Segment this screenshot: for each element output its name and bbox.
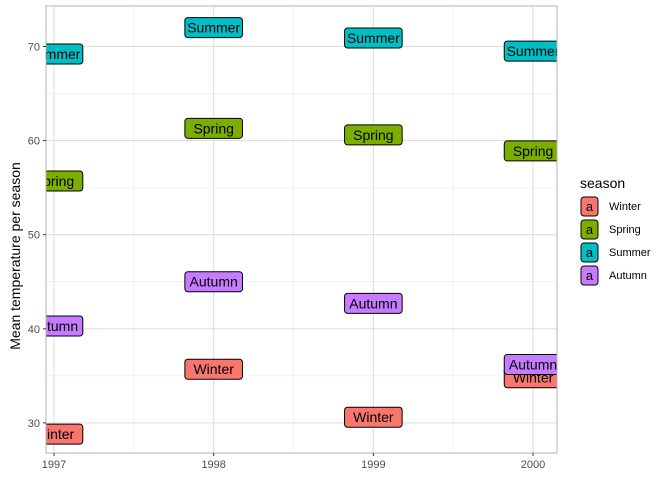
legend-key [580,196,599,217]
plot-panel-border [45,5,558,454]
data-label-autumn: Autumn [344,292,403,314]
legend-key-glyph: a [586,268,594,283]
legend: season a Winter a Spring a Summer a Autumn [580,175,651,286]
x-tick-label: 1997 [42,459,66,471]
legend-title: season [580,175,625,191]
data-label-autumn: Autumn [30,315,84,337]
data-label-box [46,170,84,192]
data-label-autumn: Autumn [503,354,557,376]
data-label-summer: Summer [503,40,560,62]
y-tick-label: 30 [28,418,40,430]
legend-key [580,242,599,263]
legend-label: Spring [609,224,641,236]
data-label-box [184,271,243,293]
data-label-text: Spring [193,120,233,136]
y-axis-title: Mean temperature per season [7,162,23,350]
data-label-text: Winter [193,361,234,377]
data-label-text: Autumn [30,318,78,334]
legend-key-glyph: a [586,245,594,260]
legend-key-glyph: a [586,222,594,237]
data-label-text: Spring [353,127,393,143]
data-label-text: Summer [187,20,240,36]
data-label-box [46,315,84,337]
legend-item-autumn: a Autumn [580,265,647,286]
data-label-box [184,358,243,380]
x-tick-label: 1999 [361,459,385,471]
data-label-text: Autumn [509,357,557,373]
data-label-winter: Winter [34,423,84,445]
y-tick-label: 60 [28,136,40,148]
data-label-text: Summer [28,46,81,62]
legend-item-summer: a Summer [580,242,651,263]
data-label-box [344,292,403,314]
data-label-box [184,17,243,39]
y-axis: 30 40 50 60 70 [28,41,46,430]
legend-item-winter: a Winter [580,196,641,217]
data-label-box [184,117,243,139]
legend-label: Winter [609,201,641,213]
data-label-text: Spring [34,173,74,189]
x-tick-label: 1998 [201,459,225,471]
legend-key [580,219,599,240]
grid [46,6,557,453]
data-label-spring: Spring [34,170,84,192]
data-label-text: Summer [507,43,560,59]
y-tick-label: 70 [28,41,40,53]
data-label-text: Autumn [349,295,397,311]
data-label-text: Spring [513,143,553,159]
data-label-box [503,354,557,376]
data-label-text: Summer [347,30,400,46]
legend-key [580,265,599,286]
data-label-summer: Summer [344,27,403,49]
data-label-box [503,140,557,162]
data-label-winter: Winter [184,358,243,380]
data-label-spring: Spring [503,140,557,162]
data-label-spring: Spring [344,124,403,146]
data-label-box [344,27,403,49]
data-label-box [503,40,557,62]
data-label-winter: Winter [344,406,403,428]
data-label-text: Autumn [190,274,238,290]
data-label-box [344,406,403,428]
x-tick-label: 2000 [521,459,545,471]
data-label-text: Winter [353,409,394,425]
y-tick-label: 40 [28,324,40,336]
data-label-box [344,124,403,146]
data-label-autumn: Autumn [184,271,243,293]
legend-label: Autumn [609,270,647,282]
data-label-summer: Summer [184,17,243,39]
data-label-box [46,43,84,65]
legend-item-spring: a Spring [580,219,641,240]
x-axis: 1997 1998 1999 2000 [42,453,545,471]
data-label-box [46,423,84,445]
data-label-spring: Spring [184,117,243,139]
y-tick-label: 50 [28,230,40,242]
data-label-summer: Summer [28,43,84,65]
data-label-text: Winter [34,426,75,442]
legend-label: Summer [609,247,651,259]
legend-key-glyph: a [586,199,594,214]
